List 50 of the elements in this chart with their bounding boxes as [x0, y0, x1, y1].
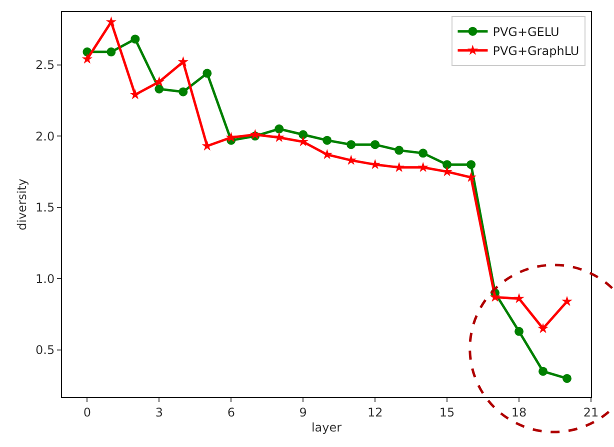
legend-label: PVG+GraphLU: [492, 44, 580, 58]
point: [322, 136, 332, 145]
point: [394, 146, 404, 155]
x-tick-label: 18: [511, 405, 527, 420]
point: [106, 16, 117, 27]
legend-label: PVG+GELU: [492, 25, 560, 40]
x-tick-label: 9: [299, 405, 307, 420]
point: [418, 162, 428, 172]
point: [130, 34, 140, 44]
point: [514, 326, 524, 336]
point: [250, 129, 260, 140]
point: [178, 56, 188, 66]
point: [490, 292, 500, 302]
x-tick-label: 21: [583, 405, 599, 420]
x-tick-label: 0: [83, 405, 92, 420]
y-tick-label: 1.0: [36, 272, 55, 286]
point: [394, 162, 404, 172]
point: [130, 89, 140, 100]
point: [274, 132, 284, 142]
y-tick-label: 1.5: [36, 200, 55, 215]
point: [538, 322, 548, 334]
point: [178, 87, 188, 96]
y-tick-label: 0.5: [36, 343, 55, 358]
y-tick-label: 2.5: [36, 58, 55, 72]
point: [106, 47, 116, 56]
point: [202, 68, 212, 78]
point: [322, 148, 332, 160]
y-tick-label: 2.0: [36, 129, 55, 144]
point: [562, 374, 572, 383]
x-tick-label: 12: [367, 405, 383, 420]
point: [466, 160, 476, 170]
point: [442, 160, 452, 170]
y-axis-title: diversity: [14, 178, 29, 230]
point: [346, 140, 356, 150]
point: [274, 124, 284, 134]
point: [298, 130, 308, 140]
point: [154, 84, 164, 94]
x-tick-label: 15: [439, 405, 455, 420]
point: [154, 76, 164, 86]
point: [226, 132, 236, 142]
point: [514, 293, 524, 304]
point: [562, 296, 572, 306]
point: [538, 366, 548, 376]
point: [370, 158, 380, 170]
x-axis-title: layer: [311, 420, 342, 434]
x-tick-label: 3: [155, 405, 163, 420]
point: [370, 140, 380, 150]
x-tick-label: 6: [227, 405, 235, 420]
point: [82, 53, 93, 64]
point: [418, 148, 428, 158]
